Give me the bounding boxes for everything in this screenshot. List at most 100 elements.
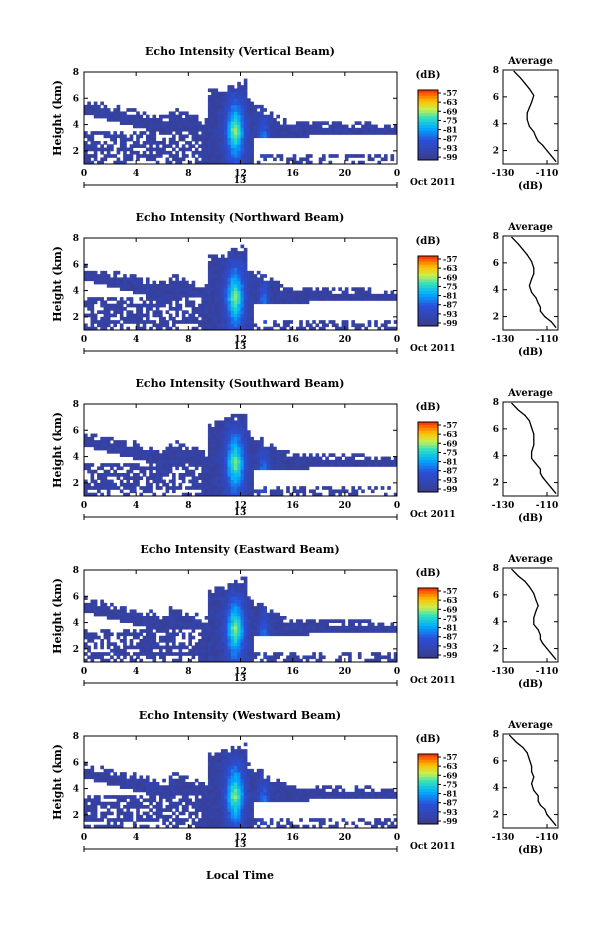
heatmap-cell — [237, 443, 241, 448]
heatmap-cell — [116, 446, 121, 451]
heatmap-cell — [181, 284, 186, 288]
heatmap-cell — [263, 609, 267, 614]
heatmap-cell — [172, 619, 176, 623]
heatmap-cell — [198, 652, 202, 656]
heatmap-cell — [155, 785, 160, 789]
heatmap-cell — [266, 658, 271, 663]
heatmap-cell — [168, 821, 173, 826]
heatmap-cell — [214, 453, 219, 457]
heatmap-cell — [220, 274, 225, 278]
heatmap-cell — [279, 652, 284, 656]
heatmap-cell — [93, 157, 98, 162]
heatmap-cell — [266, 616, 271, 620]
heatmap-cell — [145, 280, 150, 285]
colorbar-segment — [418, 95, 438, 100]
heatmap-cell — [357, 655, 362, 660]
heatmap-cell — [106, 609, 111, 614]
heatmap-cell — [214, 459, 219, 464]
heatmap-cell — [103, 157, 108, 162]
heatmap-cell — [302, 297, 307, 301]
heatmap-cell — [341, 290, 346, 295]
heatmap-cell — [364, 629, 369, 633]
heatmap-cell — [227, 443, 232, 448]
heatmap-cell — [253, 459, 258, 464]
heatmap-cell — [211, 785, 215, 789]
heatmap-cell — [93, 775, 98, 780]
heatmap-cell — [308, 293, 313, 298]
heatmap-cell — [279, 459, 284, 464]
heatmap-cell — [377, 160, 382, 165]
heatmap-cell — [237, 599, 241, 604]
heatmap-cell — [194, 446, 199, 451]
heatmap-cell — [217, 326, 222, 331]
heatmap-cell — [165, 788, 170, 793]
heatmap-cell — [318, 290, 323, 295]
heatmap-cell — [260, 297, 264, 301]
heatmap-cell — [214, 131, 219, 135]
heatmap-cell — [185, 795, 189, 799]
heatmap-cell — [286, 157, 290, 162]
heatmap-cell — [227, 596, 232, 600]
colorbar-tick-label: -63 — [443, 429, 458, 439]
heatmap-cell — [247, 619, 251, 623]
heatmap-cell — [84, 134, 88, 139]
heatmap-cell — [152, 323, 157, 328]
heatmap-cell — [230, 492, 235, 497]
heatmap-cell — [165, 486, 170, 490]
heatmap-cell — [149, 473, 153, 477]
heatmap-cell — [276, 463, 281, 467]
heatmap-cell — [250, 147, 254, 152]
heatmap-cell — [103, 482, 108, 487]
heatmap-cell — [220, 596, 225, 600]
heatmap-cell — [90, 297, 95, 301]
heatmap-cell — [155, 801, 160, 806]
heatmap-cell — [273, 320, 277, 324]
heatmap-cell — [230, 622, 235, 627]
heatmap-cell — [136, 453, 140, 457]
heatmap-cell — [335, 625, 339, 630]
heatmap-cell — [198, 127, 202, 132]
colorbar-segment — [418, 113, 438, 117]
heatmap-cell — [207, 811, 212, 816]
heatmap-cell — [383, 293, 388, 298]
heatmap-cell — [119, 144, 124, 148]
day-label: 13 — [234, 176, 247, 186]
heatmap-cell — [139, 814, 144, 819]
heatmap-cell — [230, 300, 235, 305]
heatmap-cell — [191, 482, 196, 487]
heatmap-cell — [168, 619, 173, 623]
heatmap-cell — [136, 277, 140, 282]
heatmap-cell — [322, 154, 326, 158]
heatmap-cell — [110, 147, 114, 152]
heatmap-cell — [374, 655, 378, 660]
heatmap-cell — [233, 290, 238, 295]
colorbar-segment — [418, 471, 438, 475]
panel-4: Echo Intensity (Eastward Beam)Height (km… — [51, 543, 559, 690]
heatmap-cell — [158, 629, 163, 633]
heatmap-cell — [162, 287, 166, 291]
heatmap-cell — [204, 791, 209, 796]
heatmap-cell — [233, 310, 238, 314]
heatmap-cell — [204, 469, 209, 474]
heatmap-cell — [344, 290, 349, 295]
heatmap-cell — [149, 131, 153, 135]
heatmap-cell — [211, 326, 215, 331]
heatmap-cell — [243, 160, 248, 165]
heatmap-cell — [233, 635, 238, 640]
heatmap-cell — [247, 274, 251, 278]
heatmap-cell — [194, 320, 199, 324]
heatmap-cell — [302, 456, 307, 461]
heatmap-cell — [351, 459, 356, 464]
heatmap-cell — [145, 137, 150, 142]
heatmap-cell — [390, 459, 395, 464]
heatmap-cell — [211, 323, 215, 328]
heatmap-cell — [344, 320, 349, 324]
heatmap-cell — [198, 785, 202, 789]
heatmap-cell — [207, 118, 212, 122]
heatmap-cell — [220, 131, 225, 135]
heatmap-cell — [178, 811, 183, 816]
heatmap-cell — [240, 114, 245, 119]
heatmap-cell — [220, 778, 225, 783]
heatmap-cell — [214, 801, 219, 806]
heatmap-cell — [361, 290, 365, 295]
